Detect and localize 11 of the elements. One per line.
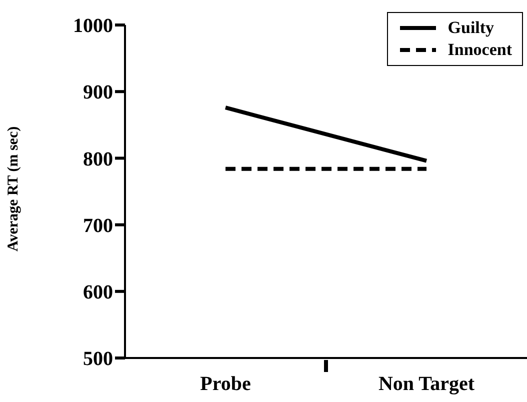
legend-label: Guilty [448, 17, 494, 39]
y-tick-label: 1000 [73, 15, 113, 38]
x-tick-label: Probe [200, 373, 251, 395]
y-tick-label: 500 [83, 348, 113, 370]
x-tick-label: Non Target [378, 373, 475, 395]
y-tick-label: 900 [83, 82, 113, 104]
legend-label: Innocent [448, 39, 512, 61]
y-tick-label: 600 [83, 282, 113, 304]
y-axis-title: Average RT (m sec) [5, 126, 22, 252]
y-tick-label: 700 [83, 214, 113, 237]
y-tick-label: 800 [83, 148, 113, 170]
